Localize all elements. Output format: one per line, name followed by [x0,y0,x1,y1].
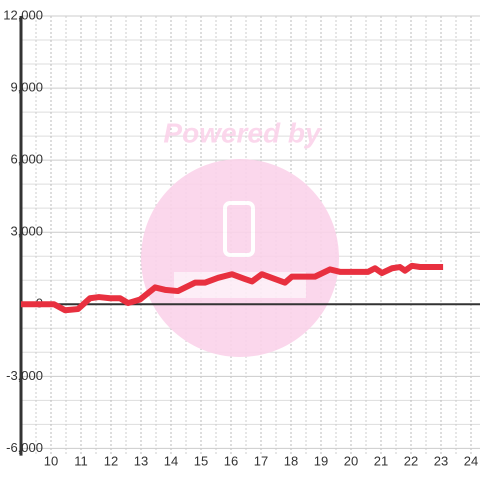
x-tick-label: 24 [464,453,478,468]
watermark-logo [223,201,255,257]
y-tick-label: -6,000 [6,440,43,455]
x-tick-label: 22 [404,453,418,468]
x-tick-label: 16 [224,453,238,468]
x-tick-label: 11 [74,453,88,468]
x-tick-label: 23 [434,453,448,468]
watermark-circle [141,159,339,357]
x-tick-label: 20 [344,453,358,468]
y-tick-label: -3,000 [6,368,43,383]
x-tick-label: 12 [104,453,118,468]
x-tick-label: 19 [314,453,328,468]
watermark-text: Powered by [163,117,322,148]
x-tick-label: 18 [284,453,298,468]
x-tick-label: 21 [374,453,388,468]
x-tick-label: 14 [164,453,178,468]
y-tick-label: 3,000 [10,224,43,239]
y-tick-label: 6,000 [10,152,43,167]
y-tick-label: 12,000 [3,7,43,22]
x-tick-label: 17 [254,453,268,468]
series-line [21,262,444,314]
x-tick-label: 10 [44,453,58,468]
y-tick-label: 9,000 [10,80,43,95]
x-tick-label: 15 [194,453,208,468]
x-tick-label: 13 [134,453,148,468]
